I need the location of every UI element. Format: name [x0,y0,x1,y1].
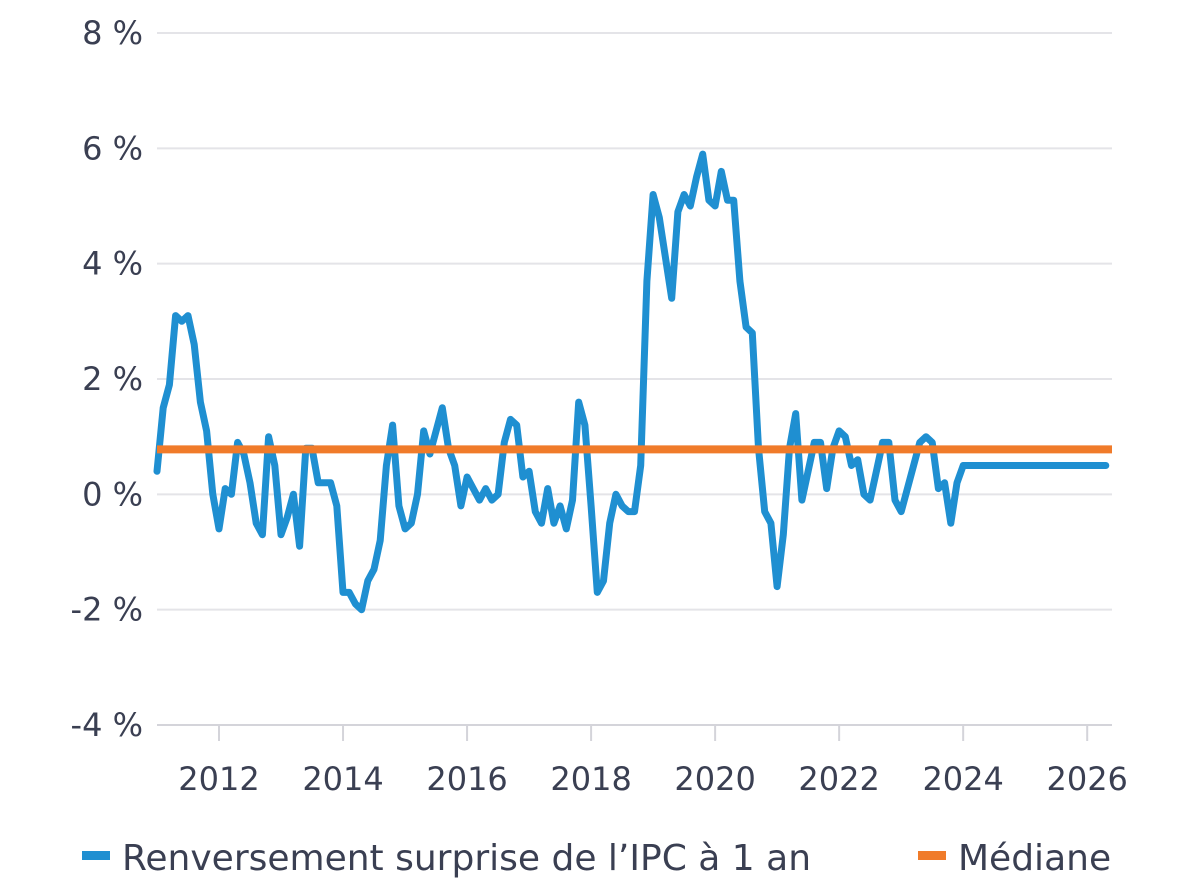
legend-label-median: Médiane [958,838,1111,879]
series-line-cpi-surprise [153,150,1110,614]
y-tick-label: -4 % [71,706,143,744]
y-tick-label: -2 % [71,591,143,629]
y-tick-label: 0 % [82,475,143,513]
x-tick-label: 2022 [798,760,879,798]
x-tick-label: 2016 [426,760,507,798]
y-axis: -4 % -2 % 0 % 2 % 4 % 6 % 8 % [71,14,143,744]
x-tick-label: 2024 [922,760,1003,798]
x-axis: 2012 2014 2016 2018 2020 2022 2024 2026 [157,724,1128,798]
y-tick-label: 4 % [82,245,143,283]
legend-item-cpi: Renversement surprise de l’IPC à 1 an [82,838,811,879]
x-tick-label: 2018 [550,760,631,798]
x-tick-label: 2020 [674,760,755,798]
y-tick-label: 8 % [82,14,143,52]
legend: Renversement surprise de l’IPC à 1 an Mé… [82,838,1111,879]
legend-swatch-cpi [82,851,110,860]
x-tick-label: 2012 [178,760,259,798]
x-tick-label: 2014 [302,760,383,798]
grid-lines [157,32,1112,726]
x-tick-label: 2026 [1046,760,1127,798]
legend-swatch-median [918,851,946,860]
y-tick-label: 6 % [82,129,143,167]
series-layer [153,150,1112,614]
legend-label-cpi: Renversement surprise de l’IPC à 1 an [122,838,811,879]
y-tick-label: 2 % [82,360,143,398]
legend-item-median: Médiane [918,838,1111,879]
